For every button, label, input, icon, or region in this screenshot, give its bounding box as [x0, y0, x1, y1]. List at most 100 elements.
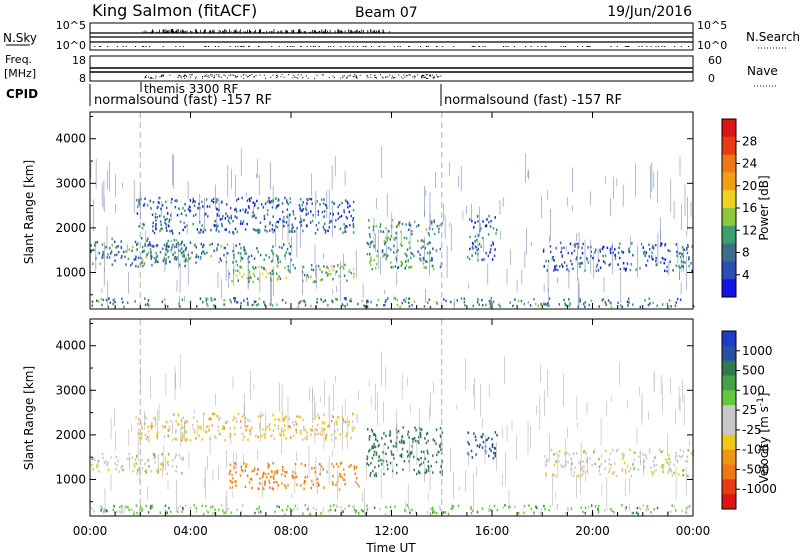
- echo-cell: [488, 507, 491, 511]
- echo-cell: [336, 504, 338, 507]
- freq-dot: [235, 76, 237, 78]
- echo-cell: [216, 415, 219, 418]
- echo-cell: [436, 453, 438, 457]
- echo-cell: [316, 477, 319, 481]
- echo-cell: [310, 210, 312, 213]
- echo-cell: [189, 300, 192, 304]
- echo-cell: [439, 470, 441, 474]
- echo-cell: [674, 304, 677, 307]
- echo-cell: [144, 422, 146, 425]
- x-tick-label: 00:00: [73, 524, 108, 538]
- echo-cell: [655, 463, 658, 466]
- echo-cell: [342, 421, 345, 424]
- echo-cell: [150, 255, 153, 258]
- echo-cell: [149, 248, 152, 251]
- echo-cell: [431, 227, 434, 231]
- nsearch-dot: [364, 46, 366, 47]
- echo-cell: [338, 203, 341, 207]
- echo-cell: [579, 265, 581, 268]
- echo-cell: [425, 470, 428, 473]
- nsearch-dot: [378, 46, 380, 47]
- echo-cell: [105, 246, 107, 249]
- echo-cell: [349, 299, 351, 303]
- freq-dot: [398, 74, 400, 76]
- echo-cell: [639, 267, 641, 270]
- echo-cell: [237, 413, 240, 416]
- echo-cell: [417, 224, 420, 227]
- y-tick-label: 4000: [55, 132, 86, 146]
- echo-cell: [279, 432, 281, 436]
- echo-cell: [91, 507, 93, 510]
- echo-cell: [185, 430, 187, 434]
- echo-cell: [416, 472, 418, 476]
- echo-cell: [288, 251, 291, 255]
- echo-cell: [182, 255, 184, 258]
- echo-cell: [208, 417, 210, 421]
- echo-cell: [549, 505, 551, 508]
- echo-cell: [101, 256, 103, 259]
- echo-cell: [295, 475, 298, 479]
- freq-dot: [183, 76, 185, 78]
- echo-cell: [429, 241, 431, 244]
- echo-cell: [406, 254, 408, 258]
- echo-cell: [413, 254, 415, 258]
- echo-cell: [425, 432, 428, 436]
- echo-cell: [165, 223, 167, 226]
- echo-cell: [182, 250, 185, 253]
- echo-cell: [490, 508, 492, 512]
- echo-cell: [221, 224, 223, 228]
- freq-dot: [389, 74, 391, 76]
- echo-cell: [175, 453, 178, 456]
- echo-cell: [247, 301, 249, 304]
- echo-cell: [337, 212, 339, 215]
- echo-cell: [272, 230, 274, 234]
- echo-cell: [401, 301, 403, 305]
- nsearch-dot: [687, 46, 689, 47]
- echo-cell: [645, 454, 647, 457]
- echo-cell: [152, 225, 154, 228]
- echo-cell: [322, 486, 325, 489]
- echo-cell: [563, 261, 566, 264]
- echo-cell: [277, 255, 279, 258]
- echo-cell: [182, 456, 184, 459]
- echo-cell: [482, 220, 484, 223]
- echo-cell: [472, 304, 474, 308]
- echo-cell: [339, 215, 341, 219]
- echo-cell: [618, 246, 620, 249]
- echo-cell: [310, 433, 312, 436]
- echo-cell: [639, 305, 642, 309]
- echo-cell: [422, 262, 425, 265]
- echo-cell: [106, 256, 108, 259]
- echo-cell: [581, 261, 583, 265]
- echo-cell: [381, 437, 383, 440]
- echo-cell: [178, 453, 181, 457]
- echo-cell: [432, 471, 434, 474]
- echo-cell: [492, 240, 494, 244]
- echo-cell: [664, 258, 667, 261]
- echo-cell: [389, 461, 392, 465]
- echo-cell: [316, 301, 318, 304]
- colorbar-swatch: [722, 405, 736, 421]
- echo-cell: [489, 299, 491, 303]
- echo-cell: [300, 462, 303, 465]
- nsearch-dot: [293, 46, 295, 47]
- echo-cell: [160, 207, 162, 211]
- echo-cell: [412, 437, 415, 441]
- echo-cell: [249, 430, 251, 433]
- echo-cell: [331, 200, 333, 204]
- echo-cell: [254, 467, 256, 470]
- echo-cell: [343, 267, 345, 270]
- echo-cell: [247, 303, 249, 306]
- echo-cell: [237, 279, 239, 282]
- echo-cell: [374, 445, 377, 449]
- freq-dot: [321, 74, 323, 76]
- echo-cell: [376, 254, 378, 258]
- echo-cell: [327, 304, 329, 307]
- echo-cell: [271, 259, 274, 262]
- echo-cell: [566, 264, 568, 268]
- echo-cell: [210, 417, 212, 420]
- echo-cell: [131, 262, 134, 265]
- echo-cell: [229, 479, 232, 483]
- echo-cell: [577, 474, 580, 478]
- echo-cell: [368, 438, 371, 441]
